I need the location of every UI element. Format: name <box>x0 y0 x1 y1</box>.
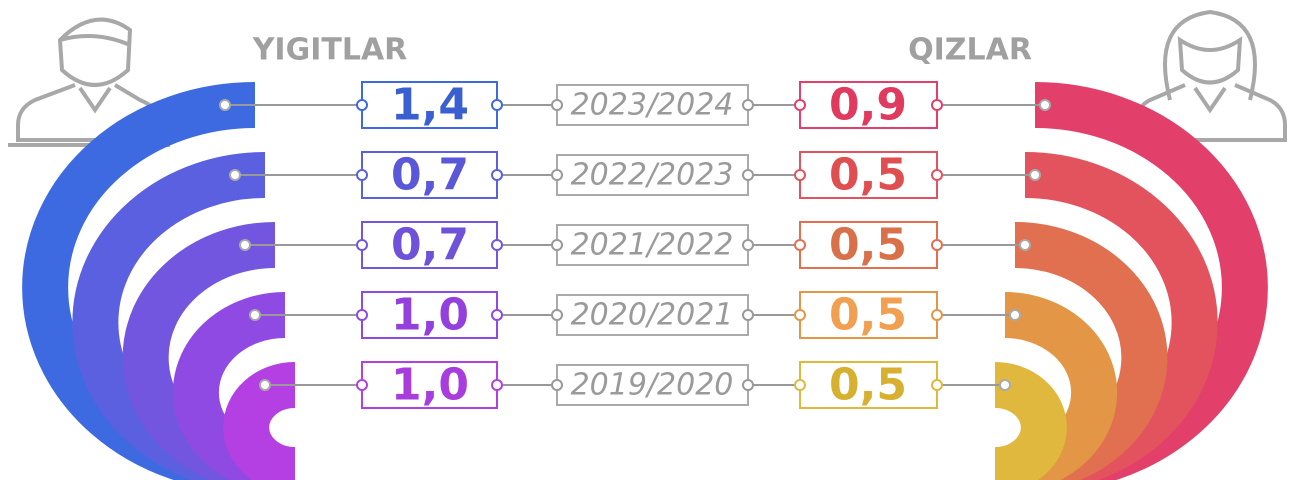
connector-dot <box>932 310 942 320</box>
boys-value: 1,4 <box>391 80 469 131</box>
connector-dot <box>230 170 240 180</box>
girls-value: 0,5 <box>829 360 907 411</box>
connector-dot <box>932 380 942 390</box>
boys-value: 1,0 <box>391 360 469 411</box>
connector-dot <box>1000 380 1010 390</box>
boys-value: 0,7 <box>391 220 469 271</box>
left-heading: YIGITLAR <box>252 33 408 68</box>
connector-dot <box>220 100 230 110</box>
connector-dot <box>492 170 502 180</box>
connector-dot <box>795 310 805 320</box>
connector-dot <box>743 310 753 320</box>
boys-value: 1,0 <box>391 290 469 341</box>
connector-dot <box>795 100 805 110</box>
connector-dot <box>357 170 367 180</box>
connector-dot <box>552 170 562 180</box>
connector-dot <box>552 380 562 390</box>
connector-dot <box>795 380 805 390</box>
connector-dot <box>932 100 942 110</box>
connector-dot <box>795 170 805 180</box>
year: 2021/2022 <box>571 228 734 263</box>
connector-dot <box>250 310 260 320</box>
infographic: YIGITLAR QIZLAR 1,4 2023/2024 0,9 0,7 2022/2… <box>0 0 1289 480</box>
connector-dot <box>552 240 562 250</box>
connector-dot <box>552 100 562 110</box>
connector-dot <box>552 310 562 320</box>
right-arc <box>995 385 1044 470</box>
connector-dot <box>357 380 367 390</box>
year: 2020/2021 <box>571 298 734 333</box>
connector-dot <box>743 100 753 110</box>
connector-dot <box>357 100 367 110</box>
connector-dot <box>1020 240 1030 250</box>
connector-dot <box>492 310 502 320</box>
connector-dot <box>492 100 502 110</box>
year: 2019/2020 <box>571 368 734 403</box>
girls-value: 0,9 <box>829 80 907 131</box>
connector-dot <box>743 380 753 390</box>
connector-dot <box>743 170 753 180</box>
connector-dot <box>1030 170 1040 180</box>
boys-value: 0,7 <box>391 150 469 201</box>
connector-dot <box>260 380 270 390</box>
connector-dot <box>492 380 502 390</box>
left-arc <box>246 385 295 470</box>
connector-dot <box>743 240 753 250</box>
connector-dot <box>357 310 367 320</box>
year: 2023/2024 <box>571 88 734 123</box>
girls-value: 0,5 <box>829 220 907 271</box>
connector-dot <box>932 240 942 250</box>
girls-value: 0,5 <box>829 290 907 341</box>
connector-dot <box>932 170 942 180</box>
connector-dot <box>240 240 250 250</box>
connector-dot <box>1010 310 1020 320</box>
year: 2022/2023 <box>571 158 734 193</box>
right-heading: QIZLAR <box>908 33 1032 68</box>
connector-dot <box>795 240 805 250</box>
girls-value: 0,5 <box>829 150 907 201</box>
connector-dot <box>357 240 367 250</box>
connector-dot <box>492 240 502 250</box>
connector-dot <box>1040 100 1050 110</box>
